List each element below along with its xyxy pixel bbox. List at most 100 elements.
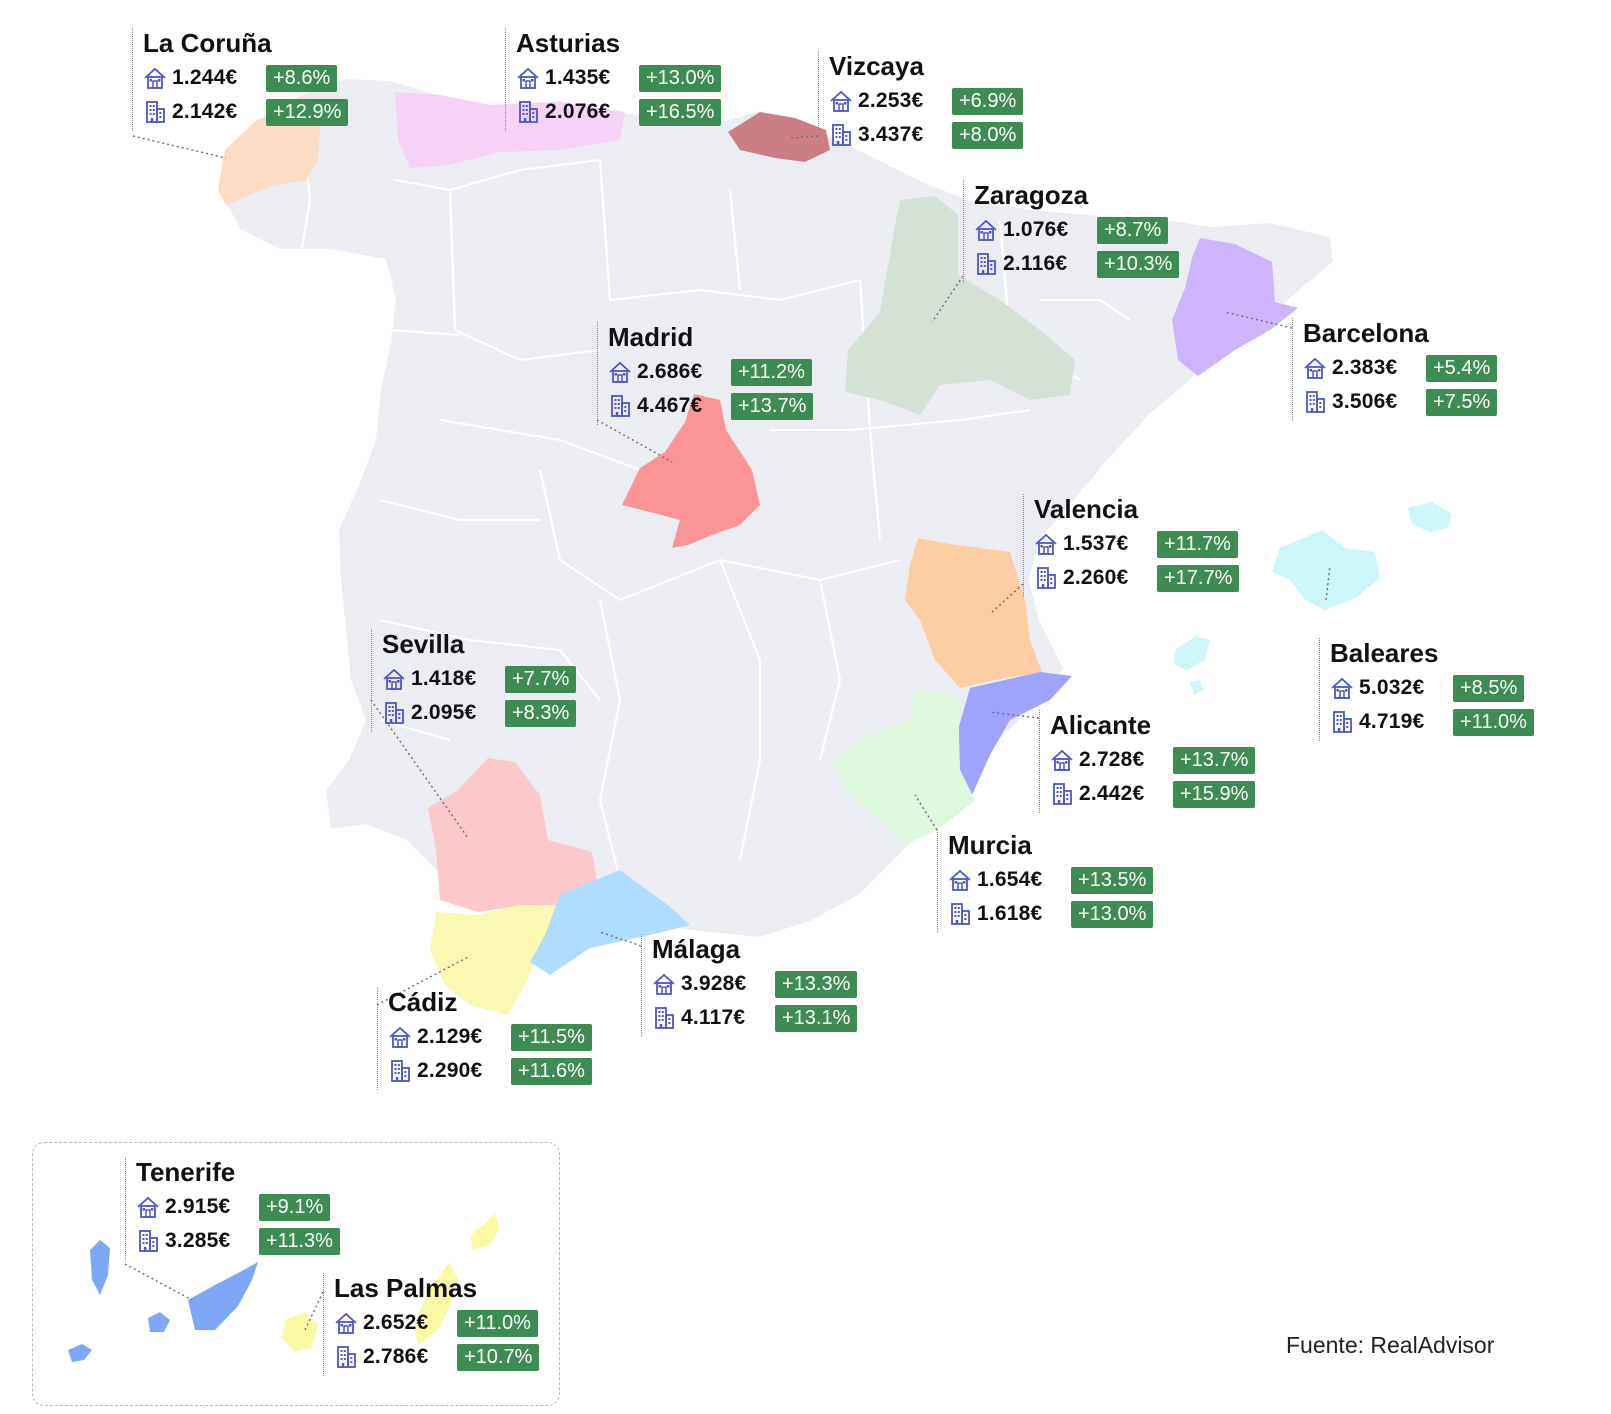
apartment-change-badge: +16.5% xyxy=(639,98,722,126)
callout-madrid: Madrid 2.686€ +11.2% 4.467€ +13.7% xyxy=(597,322,814,425)
apartment-change-badge: +15.9% xyxy=(1173,780,1256,808)
house-icon xyxy=(388,1025,412,1049)
island-mallorca xyxy=(1272,530,1380,610)
house-price: 5.032€ xyxy=(1359,676,1425,699)
apartment-icon xyxy=(608,394,632,418)
house-change-badge: +13.7% xyxy=(1173,746,1256,774)
house-price: 2.686€ xyxy=(637,360,703,383)
apartment-change-badge: +17.7% xyxy=(1157,564,1240,592)
house-change-badge: +11.0% xyxy=(457,1309,538,1337)
house-price: 2.383€ xyxy=(1332,356,1398,379)
house-icon xyxy=(974,218,998,242)
region-name: Cádiz xyxy=(388,987,458,1017)
region-name: Asturias xyxy=(516,28,621,58)
house-price: 2.915€ xyxy=(165,1195,231,1218)
apartment-price: 2.142€ xyxy=(172,100,238,123)
region-name: Barcelona xyxy=(1303,318,1429,348)
region-name: Madrid xyxy=(608,322,694,352)
apartment-price: 2.095€ xyxy=(411,701,477,724)
callout-tenerife: Tenerife 2.915€ +9.1% 3.285€ +11.3% xyxy=(125,1157,340,1260)
callout-baleares: Baleares 5.032€ +8.5% 4.719€ +11.0% xyxy=(1319,638,1534,741)
house-change-badge: +8.7% xyxy=(1097,216,1169,244)
island-la-palma xyxy=(90,1240,110,1295)
island-el-hierro xyxy=(68,1344,92,1362)
apartment-change-badge: +11.0% xyxy=(1453,708,1534,736)
apartment-change-badge: +13.1% xyxy=(775,1004,858,1032)
apartment-price: 3.437€ xyxy=(858,123,924,146)
apartment-price: 4.117€ xyxy=(681,1006,746,1029)
callout-barcelona: Barcelona 2.383€ +5.4% 3.506€ +7.5% xyxy=(1292,318,1498,421)
apartment-icon xyxy=(1034,566,1058,590)
apartment-price: 2.290€ xyxy=(417,1059,483,1082)
callout-vizcaya: Vizcaya 2.253€ +6.9% 3.437€ +8.0% xyxy=(818,51,1024,154)
callout-valencia: Valencia 1.537€ +11.7% 2.260€ +17.7% xyxy=(1023,494,1240,597)
house-price: 2.253€ xyxy=(858,89,924,112)
house-change-badge: +6.9% xyxy=(952,87,1024,115)
house-change-badge: +13.0% xyxy=(639,64,722,92)
apartment-icon xyxy=(143,100,167,124)
callout-sevilla: Sevilla 1.418€ +7.7% 2.095€ +8.3% xyxy=(371,629,577,732)
apartment-change-badge: +11.3% xyxy=(259,1227,340,1255)
house-icon xyxy=(382,667,406,691)
house-change-badge: +11.5% xyxy=(511,1023,592,1051)
region-name: Las Palmas xyxy=(334,1273,478,1303)
house-change-badge: +13.3% xyxy=(775,970,858,998)
house-icon xyxy=(948,868,972,892)
apartment-price: 2.260€ xyxy=(1063,566,1129,589)
apartment-icon xyxy=(334,1345,358,1369)
apartment-price: 4.467€ xyxy=(637,394,703,417)
apartment-change-badge: +13.0% xyxy=(1071,900,1154,928)
spain-mainland xyxy=(216,76,1336,940)
house-change-badge: +9.1% xyxy=(259,1193,331,1221)
region-murcia xyxy=(832,690,975,845)
callout-zaragoza: Zaragoza 1.076€ +8.7% 2.116€ +10.3% xyxy=(963,180,1180,283)
island-menorca xyxy=(1408,502,1452,532)
region-name: La Coruña xyxy=(143,28,272,58)
region-name: Sevilla xyxy=(382,629,465,659)
region-name: Málaga xyxy=(652,934,741,964)
house-price: 1.654€ xyxy=(977,868,1043,891)
house-icon xyxy=(136,1195,160,1219)
island-ibiza xyxy=(1174,636,1210,670)
apartment-icon xyxy=(948,902,972,926)
region-name: Zaragoza xyxy=(974,180,1089,210)
island-la-gomera xyxy=(148,1312,170,1332)
house-icon xyxy=(652,972,676,996)
region-cadiz xyxy=(430,905,565,1015)
house-price: 2.129€ xyxy=(417,1025,483,1048)
apartment-icon xyxy=(829,123,853,147)
apartment-change-badge: +8.3% xyxy=(505,699,577,727)
region-malaga xyxy=(530,870,690,975)
house-price: 2.652€ xyxy=(363,1311,429,1334)
region-name: Tenerife xyxy=(136,1157,236,1187)
region-madrid xyxy=(622,394,760,548)
apartment-change-badge: +10.7% xyxy=(457,1343,540,1371)
house-price: 1.435€ xyxy=(545,66,611,89)
house-change-badge: +7.7% xyxy=(505,665,577,693)
apartment-price: 4.719€ xyxy=(1359,710,1425,733)
apartment-price: 2.116€ xyxy=(1003,252,1068,275)
apartment-icon xyxy=(1330,710,1354,734)
apartment-change-badge: +13.7% xyxy=(731,392,814,420)
house-icon xyxy=(1330,676,1354,700)
source-credit: Fuente: RealAdvisor xyxy=(1286,1332,1495,1358)
apartment-icon xyxy=(974,252,998,276)
region-name: Murcia xyxy=(948,830,1032,860)
canary-islands-inset xyxy=(32,1142,560,1406)
region-name: Vizcaya xyxy=(829,51,924,81)
apartment-price: 3.285€ xyxy=(165,1229,231,1252)
house-price: 3.928€ xyxy=(681,972,747,995)
house-price: 1.418€ xyxy=(411,667,477,690)
house-icon xyxy=(608,360,632,384)
house-change-badge: +11.7% xyxy=(1157,530,1238,558)
apartment-change-badge: +10.3% xyxy=(1097,250,1180,278)
house-icon xyxy=(143,66,167,90)
region-asturias xyxy=(395,92,625,168)
callout-cadiz: Cádiz 2.129€ +11.5% 2.290€ +11.6% xyxy=(377,987,592,1090)
island-lanzarote xyxy=(470,1214,500,1250)
callout-la-coruna: La Coruña 1.244€ +8.6% 2.142€ +12.9% xyxy=(132,28,349,131)
house-change-badge: +8.5% xyxy=(1453,674,1525,702)
island-fuerteventura xyxy=(414,1262,458,1345)
region-valencia xyxy=(905,538,1042,688)
island-tenerife xyxy=(188,1262,258,1330)
